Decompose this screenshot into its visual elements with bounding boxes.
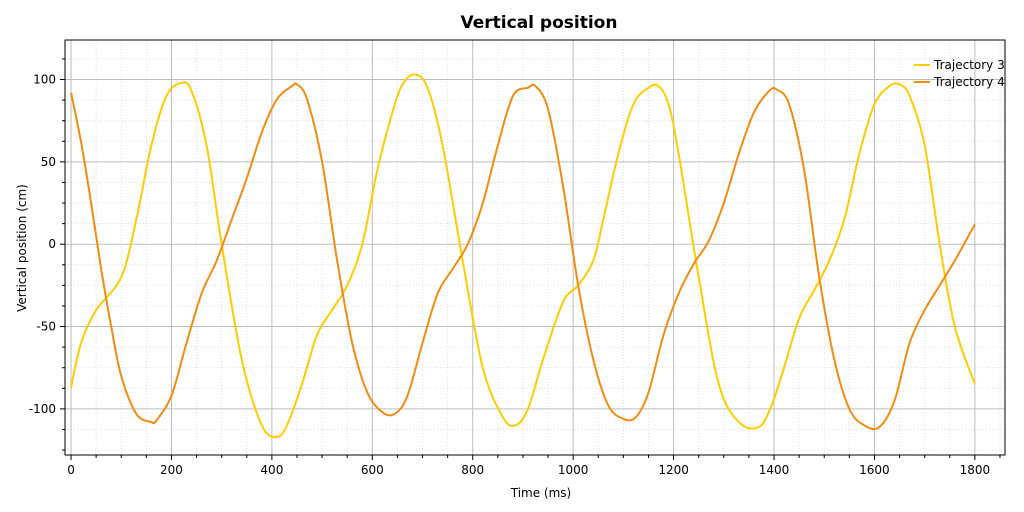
y-tick-label: 0	[48, 237, 56, 251]
plot-frame	[64, 39, 1006, 456]
x-tick-label: 1200	[658, 463, 689, 477]
y-tick-label: 50	[41, 155, 56, 169]
x-tick-label: 800	[461, 463, 484, 477]
x-tick-label: 1800	[960, 463, 991, 477]
axes: 0 200 400 600 800 1000 1200 1400 1600 1800-100-50…	[29, 39, 1006, 477]
series-line-1	[70, 73, 976, 438]
y-tick-label: -100	[29, 402, 56, 416]
legend-label-1: Trajectory 3	[933, 58, 1005, 72]
x-tick-label: 400	[260, 463, 283, 477]
y-axis-label: Vertical position (cm)	[15, 184, 29, 312]
grid	[65, 40, 1005, 455]
legend-label-2: Trajectory 4	[933, 75, 1005, 89]
y-tick-label: 100	[33, 73, 56, 87]
y-tick-label: -50	[36, 320, 56, 334]
x-axis-label: Time (ms)	[510, 486, 572, 500]
series-lines	[70, 73, 976, 438]
x-tick-label: 200	[160, 463, 183, 477]
x-tick-label: 0	[67, 463, 75, 477]
chart-title: Vertical position	[461, 13, 618, 33]
x-tick-label: 1000	[558, 463, 589, 477]
legend: Trajectory 3 Trajectory 4	[914, 58, 1005, 89]
series-line-2	[70, 82, 976, 431]
x-tick-label: 1400	[759, 463, 790, 477]
x-tick-label: 1600	[859, 463, 890, 477]
x-tick-label: 600	[361, 463, 384, 477]
